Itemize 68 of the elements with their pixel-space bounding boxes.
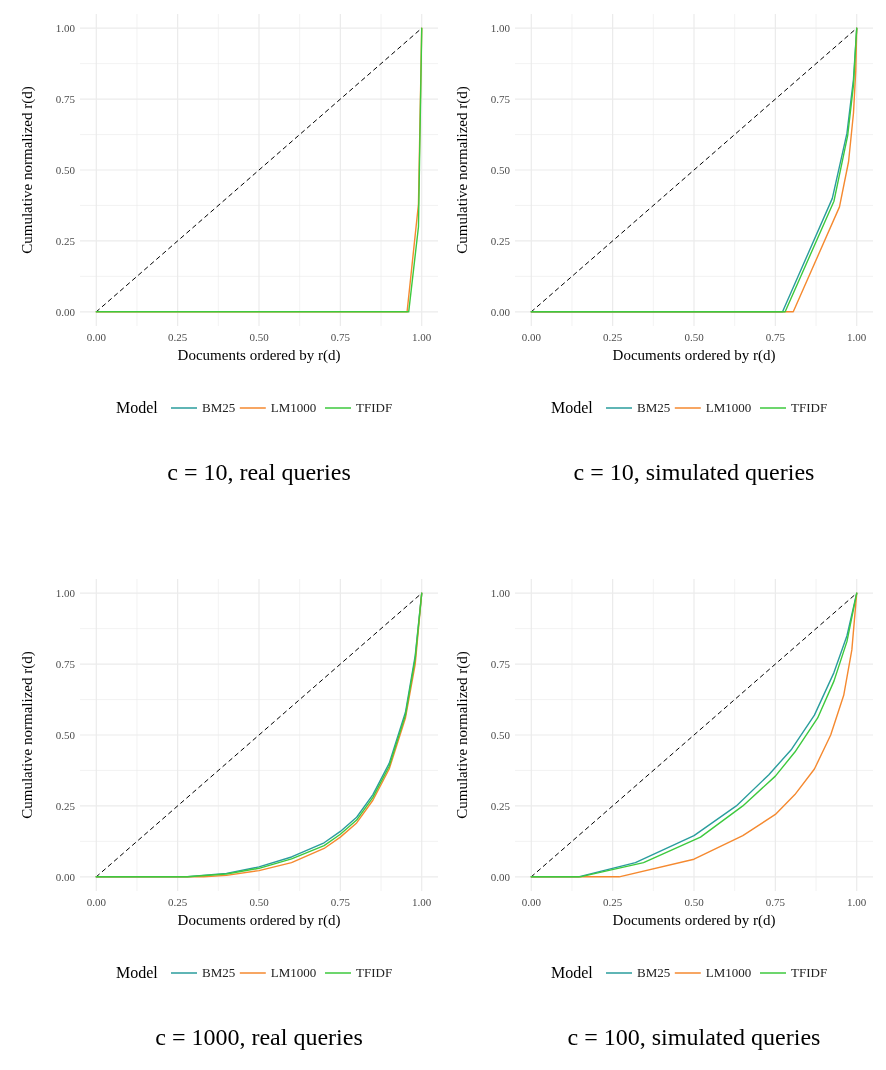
y-tick-label: 0.00 [490, 305, 511, 318]
y-tick-label: 0.75 [490, 93, 511, 106]
text: c = 1000, real queries [155, 1024, 363, 1050]
y-tick-label: 0.50 [490, 164, 511, 176]
x-tick-label: 0.75 [330, 331, 351, 343]
y-tick-label: 1.00 [55, 22, 76, 35]
x-tick-label: 0.50 [249, 896, 270, 908]
y-tick-label: 1.00 [55, 587, 76, 600]
y-tick-label: 0.75 [55, 658, 76, 671]
x-tick-label: 0.00 [86, 896, 107, 908]
y-tick-label: 0.00 [55, 870, 76, 883]
x-tick-label: 0.50 [249, 331, 270, 343]
y-tick-label: 0.75 [55, 93, 76, 106]
x-tick-label: 0.25 [603, 896, 623, 908]
y-tick-label: 0.25 [55, 234, 76, 247]
y-axis-title: Cumulative normalized r(d) [19, 86, 36, 254]
legend-label: LM1000 [705, 400, 752, 415]
y-tick-label: 0.75 [490, 658, 511, 671]
y-axis-title: Cumulative normalized r(d) [454, 651, 471, 819]
x-tick-label: 1.00 [412, 896, 432, 908]
x-tick-label: 0.00 [86, 331, 107, 343]
legend-title: Model [551, 964, 594, 981]
y-tick-label: 1.00 [490, 22, 511, 35]
x-tick-label: 0.00 [521, 331, 542, 343]
x-tick-label: 0.75 [765, 896, 786, 908]
y-tick-label: 0.50 [55, 729, 76, 741]
legend-label: LM1000 [705, 965, 752, 980]
x-tick-label: 0.25 [168, 331, 188, 343]
text: c = 10, real queries [167, 459, 351, 485]
x-tick-label: 0.75 [765, 331, 786, 343]
x-tick-label: 1.00 [847, 896, 867, 908]
x-tick-label: 1.00 [847, 331, 867, 343]
y-tick-label: 0.25 [490, 799, 511, 812]
x-tick-label: 1.00 [412, 331, 432, 343]
legend-label: BM25 [202, 965, 236, 980]
x-axis-title: Documents ordered by r(d) [177, 347, 341, 364]
legend-label: BM25 [637, 400, 671, 415]
legend-label: LM1000 [270, 400, 317, 415]
y-tick-label: 0.00 [55, 305, 76, 318]
x-tick-label: 0.75 [330, 896, 351, 908]
text: c = 100, simulated queries [567, 1024, 821, 1050]
legend-label: TFIDF [791, 400, 828, 415]
x-axis-title: Documents ordered by r(d) [612, 347, 776, 364]
legend-title: Model [116, 964, 159, 981]
y-tick-label: 0.25 [55, 799, 76, 812]
legend-label: LM1000 [270, 965, 317, 980]
y-axis-title: Cumulative normalized r(d) [454, 86, 471, 254]
y-tick-label: 0.50 [55, 164, 76, 176]
legend-label: BM25 [637, 965, 671, 980]
legend-title: Model [116, 399, 159, 416]
legend-label: TFIDF [791, 965, 828, 980]
legend-label: BM25 [202, 400, 236, 415]
x-axis-title: Documents ordered by r(d) [612, 912, 776, 929]
x-tick-label: 0.50 [684, 331, 705, 343]
y-axis-title: Cumulative normalized r(d) [19, 651, 36, 819]
x-tick-label: 0.50 [684, 896, 705, 908]
x-tick-label: 0.25 [603, 331, 623, 343]
x-tick-label: 0.25 [168, 896, 188, 908]
y-tick-label: 1.00 [490, 587, 511, 600]
x-tick-label: 0.00 [521, 896, 542, 908]
x-axis-title: Documents ordered by r(d) [177, 912, 341, 929]
legend-label: TFIDF [356, 965, 393, 980]
y-tick-label: 0.00 [490, 870, 511, 883]
y-tick-label: 0.25 [490, 234, 511, 247]
text: c = 10, simulated queries [573, 459, 815, 485]
legend-label: TFIDF [356, 400, 393, 415]
y-tick-label: 0.50 [490, 729, 511, 741]
legend-title: Model [551, 399, 594, 416]
